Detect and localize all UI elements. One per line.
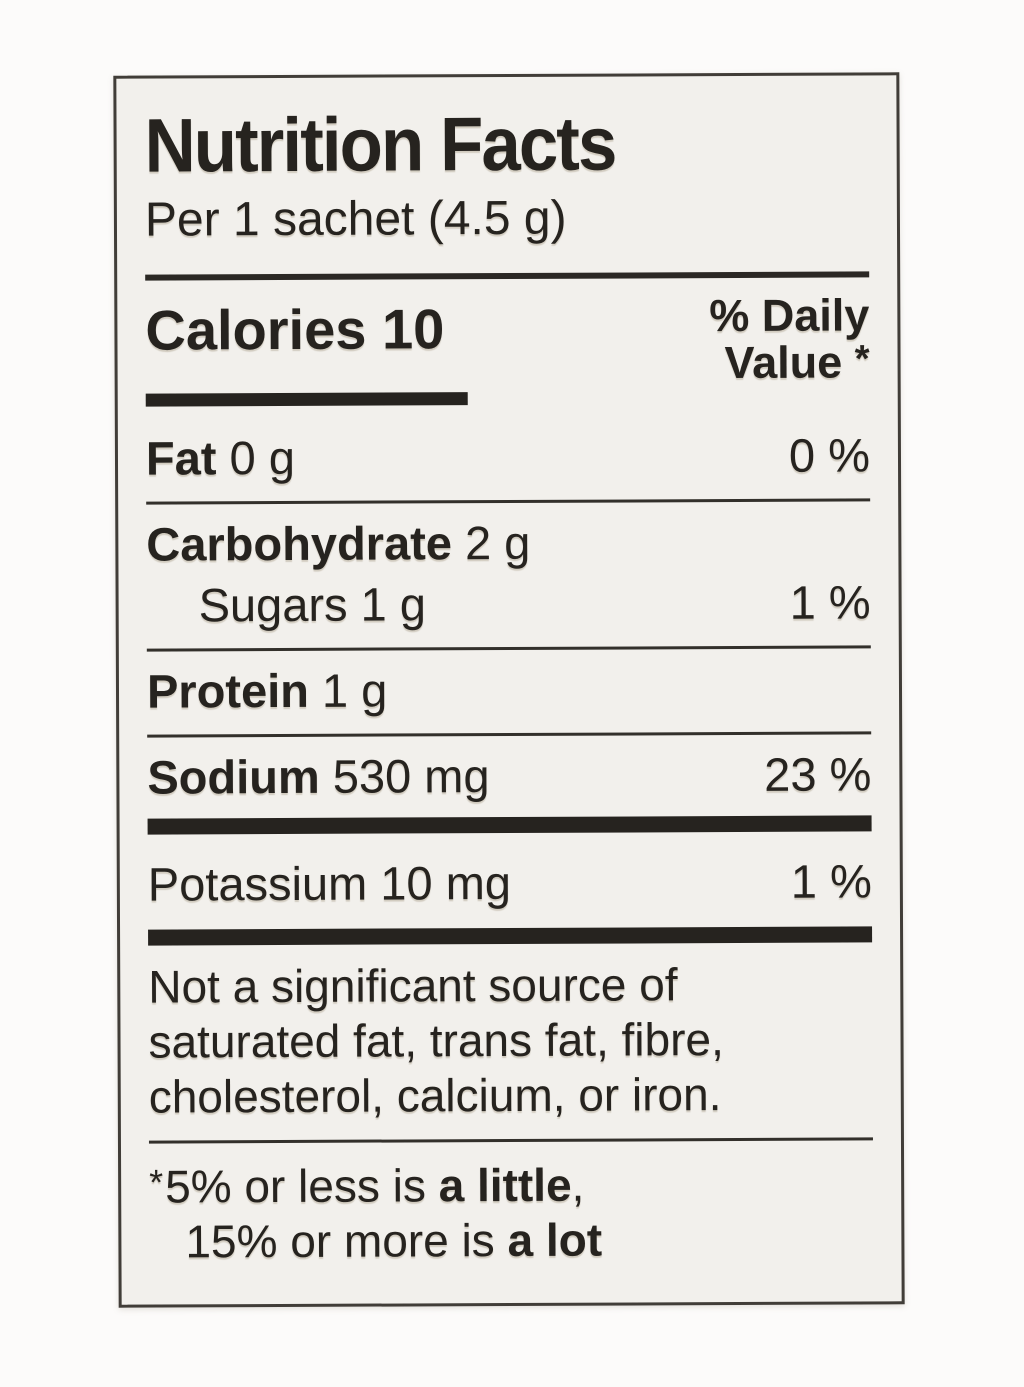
divider-thick-bar [148, 925, 873, 946]
footnote-line2-bold: a lot [507, 1213, 603, 1267]
carbohydrate-label: Carbohydrate [146, 515, 453, 571]
nutrient-row-carbohydrate: Carbohydrate 2 g [146, 515, 870, 571]
footnote-line2: 15% or more is a lot [149, 1212, 873, 1270]
sodium-amount: 530 mg [332, 748, 490, 803]
fat-daily-value: 0 % [788, 427, 871, 482]
potassium-amount: 10 mg [380, 855, 512, 910]
nutrient-row-sugars: Sugars 1 g 1 % [147, 574, 871, 631]
not-significant-line3: cholesterol, calcium, or iron. [148, 1067, 722, 1123]
not-significant-line2: saturated fat, trans fat, fibre, [148, 1012, 724, 1068]
carbohydrate-amount: 2 g [464, 515, 531, 569]
protein-label: Protein [146, 663, 310, 718]
potassium-label: Potassium [147, 856, 368, 911]
footnote-asterisk: * [149, 1162, 166, 1203]
daily-value-header: % Daily Value * [709, 289, 870, 389]
divider-thin [147, 730, 872, 738]
fat-amount: 0 g [229, 430, 296, 484]
protein-amount: 1 g [321, 663, 388, 717]
sugars-amount: 1 g [360, 576, 427, 631]
nutrient-row-protein: Protein 1 g [146, 663, 871, 718]
fat-label: Fat [145, 430, 217, 485]
serving-size: Per 1 sachet (4.5 g) [144, 191, 567, 247]
daily-value-footnote: *5% or less is a little, 15% or more is … [149, 1156, 873, 1270]
nutrient-row-fat: Fat 0 g 0 % [145, 427, 871, 485]
sugars-label: Sugars [198, 577, 348, 631]
footnote-line1: *5% or less is a little, [149, 1156, 873, 1214]
nutrient-row-potassium: Potassium 10 mg 1 % [147, 853, 872, 911]
calories-label: Calories [145, 297, 367, 362]
nutrition-facts-label: Nutrition Facts Per 1 sachet (4.5 g) Cal… [113, 72, 905, 1308]
calories-underline-bar [145, 391, 468, 407]
divider-thin [148, 1137, 873, 1144]
daily-value-asterisk: * [854, 337, 870, 381]
daily-value-header-line2: Value [724, 336, 843, 389]
footnote-line1-text: 5% or less is [165, 1159, 439, 1213]
sugars-daily-value: 1 % [789, 574, 871, 629]
divider-thin [146, 497, 871, 505]
calories-value: Calories 10 [145, 297, 444, 361]
footnote-line1-bold: a little [438, 1158, 572, 1212]
divider-thin [146, 644, 871, 652]
calories-row: Calories 10 % Daily Value * [145, 289, 870, 389]
calories-number: 10 [381, 297, 445, 361]
divider-medium [145, 271, 870, 281]
not-significant-note: Not a significant source of saturated fa… [148, 956, 873, 1125]
divider-thick-bar [147, 814, 872, 835]
not-significant-line1: Not a significant source of [148, 957, 678, 1013]
label-title: Nutrition Facts [144, 101, 616, 189]
sodium-daily-value: 23 % [764, 746, 872, 801]
footnote-line2-text: 15% or more is [185, 1214, 508, 1268]
daily-value-header-line1: % Daily [709, 289, 870, 342]
nutrient-row-sodium: Sodium 530 mg 23 % [147, 746, 872, 804]
potassium-daily-value: 1 % [790, 853, 872, 908]
sodium-label: Sodium [147, 749, 320, 804]
footnote-line1-suffix: , [571, 1158, 585, 1211]
